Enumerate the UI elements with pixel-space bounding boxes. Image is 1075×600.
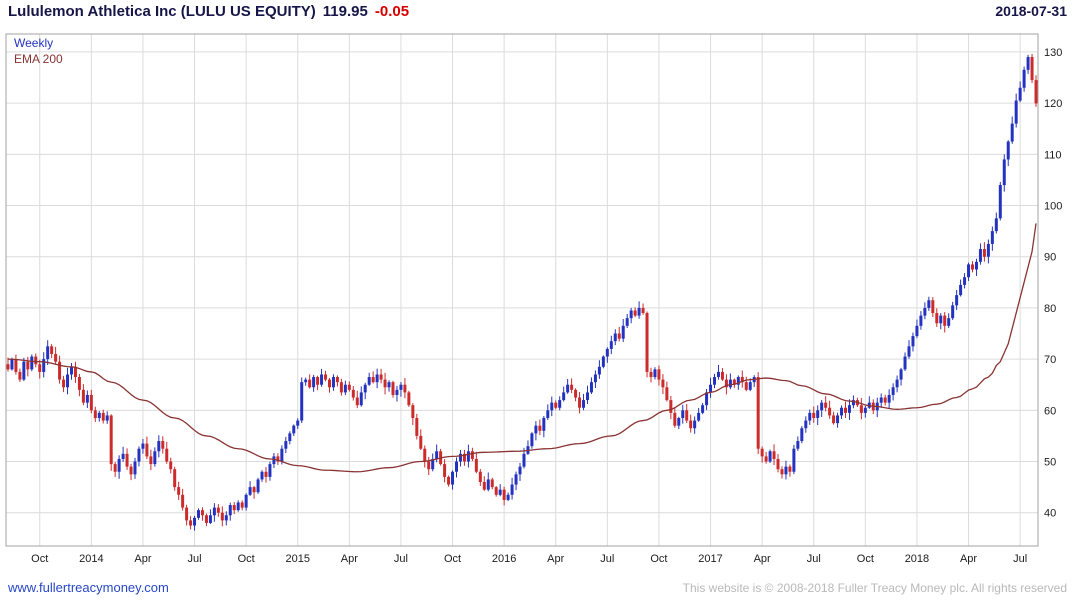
website-link[interactable]: www.fullertreacymoney.com bbox=[8, 580, 169, 595]
svg-text:Oct: Oct bbox=[444, 553, 461, 565]
chart-title: Lululemon Athletica Inc (LULU US EQUITY) bbox=[8, 3, 316, 20]
svg-text:Oct: Oct bbox=[31, 553, 48, 565]
svg-text:Jul: Jul bbox=[600, 553, 614, 565]
svg-text:40: 40 bbox=[1044, 508, 1056, 520]
svg-text:2014: 2014 bbox=[79, 553, 103, 565]
svg-text:80: 80 bbox=[1044, 303, 1056, 315]
plot-border bbox=[5, 33, 1039, 547]
candles-layer bbox=[6, 53, 1038, 531]
page-footer: www.fullertreacymoney.com This website i… bbox=[8, 580, 1067, 595]
svg-text:2016: 2016 bbox=[492, 553, 516, 565]
svg-text:100: 100 bbox=[1044, 201, 1062, 213]
price-change: -0.05 bbox=[374, 3, 410, 20]
y-axis-labels: 40 50 60 70 80 90 100 110 120 130 bbox=[1044, 47, 1062, 520]
svg-text:120: 120 bbox=[1044, 98, 1062, 110]
chart-legend: Weekly EMA 200 bbox=[14, 35, 63, 67]
grid-layer bbox=[6, 34, 1038, 546]
svg-text:Jul: Jul bbox=[188, 553, 202, 565]
ema-line bbox=[7, 223, 1037, 473]
copyright-text: This website is © 2008-2018 Fuller Treac… bbox=[682, 581, 1067, 595]
svg-text:Jul: Jul bbox=[1013, 553, 1027, 565]
svg-text:Apr: Apr bbox=[960, 553, 977, 565]
svg-text:Apr: Apr bbox=[341, 553, 358, 565]
svg-text:Jul: Jul bbox=[394, 553, 408, 565]
chart-date: 2018-07-31 bbox=[995, 3, 1067, 19]
svg-text:2017: 2017 bbox=[698, 553, 722, 565]
legend-weekly-label: Weekly bbox=[14, 36, 54, 50]
svg-text:Oct: Oct bbox=[650, 553, 667, 565]
x-axis-labels: Oct 2014 Apr Jul Oct 2015 Apr Jul Oct 2016 Apr Jul O… bbox=[31, 553, 1027, 565]
legend-ema-label: EMA 200 bbox=[14, 52, 63, 66]
svg-text:Apr: Apr bbox=[134, 553, 151, 565]
chart-header: Lululemon Athletica Inc (LULU US EQUITY)… bbox=[8, 3, 1067, 20]
svg-text:2015: 2015 bbox=[285, 553, 309, 565]
svg-text:130: 130 bbox=[1044, 47, 1062, 59]
svg-text:Oct: Oct bbox=[238, 553, 255, 565]
svg-text:2018: 2018 bbox=[905, 553, 929, 565]
chart-area: 40 50 60 70 80 90 100 110 120 130 Oct 2014 Apr Jul Oct… bbox=[0, 28, 1075, 573]
title-row: Lululemon Athletica Inc (LULU US EQUITY)… bbox=[8, 3, 409, 20]
svg-text:Oct: Oct bbox=[857, 553, 874, 565]
svg-text:Jul: Jul bbox=[807, 553, 821, 565]
svg-text:60: 60 bbox=[1044, 405, 1056, 417]
svg-text:90: 90 bbox=[1044, 252, 1056, 264]
svg-text:Apr: Apr bbox=[547, 553, 564, 565]
svg-text:Apr: Apr bbox=[754, 553, 771, 565]
svg-text:110: 110 bbox=[1044, 149, 1062, 161]
svg-text:70: 70 bbox=[1044, 354, 1056, 366]
svg-text:50: 50 bbox=[1044, 457, 1056, 469]
last-price: 119.95 bbox=[322, 3, 368, 20]
